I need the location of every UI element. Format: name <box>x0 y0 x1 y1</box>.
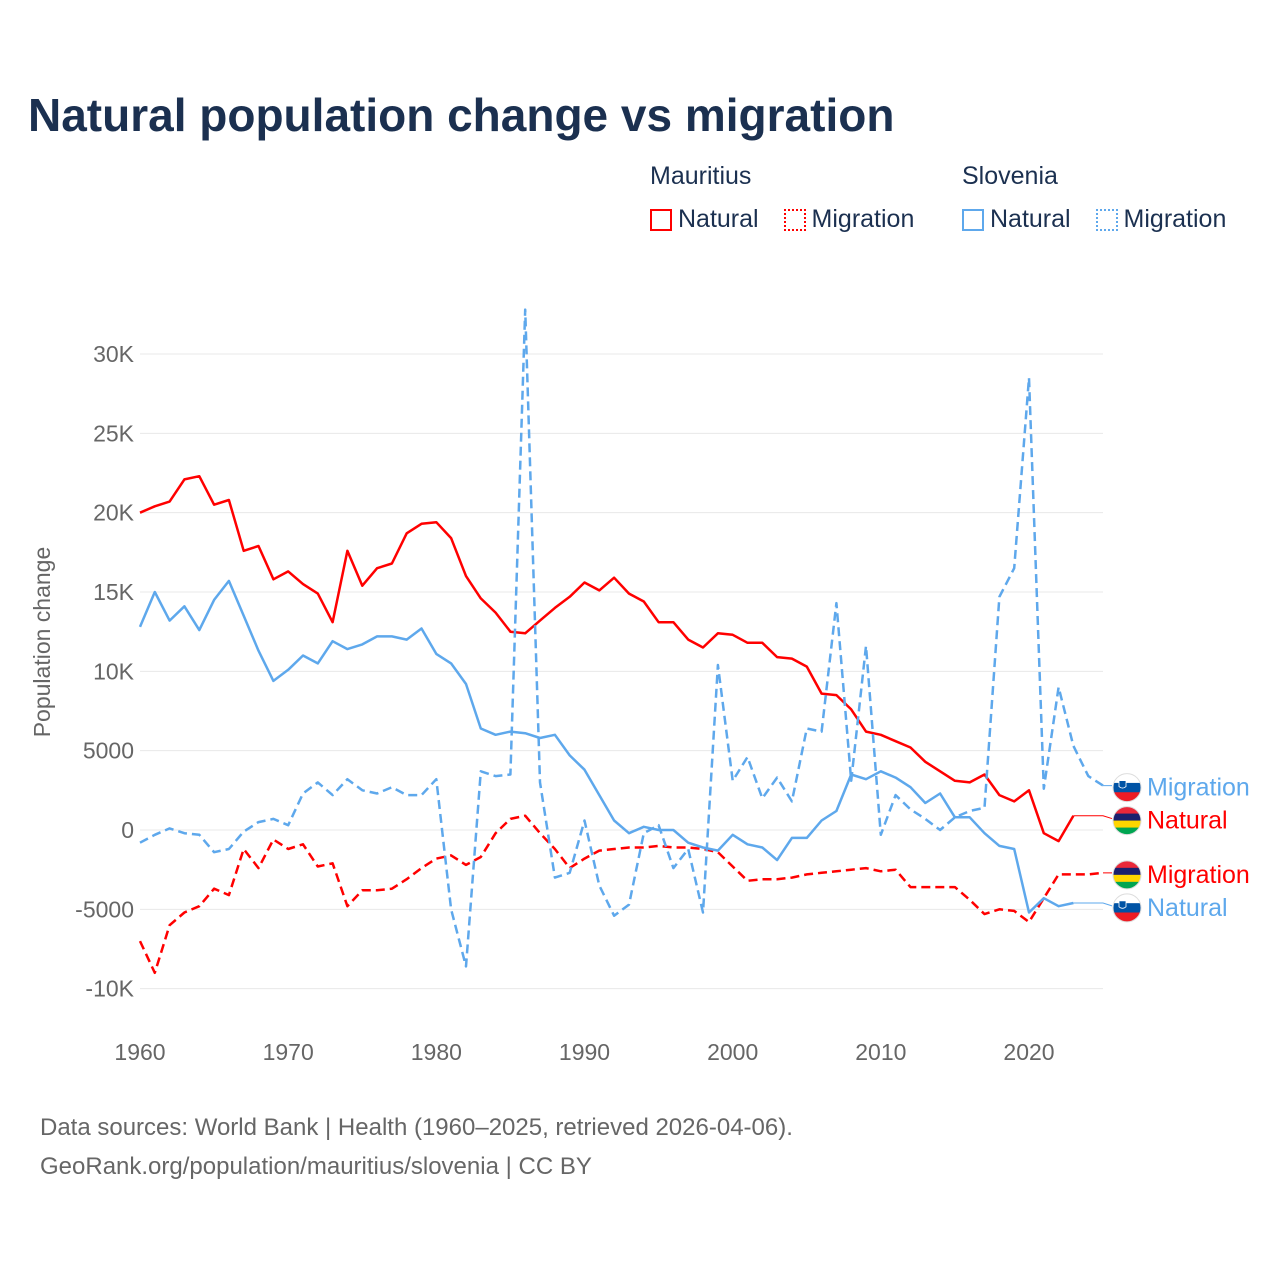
y-tick-label: -10K <box>85 976 134 1002</box>
flag-border <box>1112 806 1142 836</box>
legend-label: Migration <box>811 205 915 233</box>
flag-stripe <box>1113 773 1141 784</box>
legend-item-mauritius-natural[interactable]: Natural <box>650 205 759 234</box>
coat-of-arms-icon <box>1118 900 1127 909</box>
flag-stripe <box>1113 860 1141 869</box>
legend-label: Natural <box>990 205 1071 233</box>
leader-line <box>1073 815 1113 820</box>
source-line: Data sources: World Bank | Health (1960–… <box>40 1114 793 1141</box>
legend-label: Natural <box>678 205 759 233</box>
legend-mauritius: Mauritius Natural Migration <box>650 162 932 238</box>
flag-stripe <box>1113 893 1141 904</box>
flag-stripe <box>1113 881 1141 889</box>
y-tick-label: 10K <box>93 658 135 684</box>
leader-line <box>1073 902 1113 907</box>
y-tick-label: 0 <box>121 817 134 843</box>
series-end-label: Natural <box>1147 807 1228 835</box>
y-tick-label: 5000 <box>83 738 134 764</box>
legend-slovenia: Slovenia Natural Migration <box>962 162 1226 238</box>
y-tick-label: -5000 <box>75 896 134 922</box>
x-tick-label: 2020 <box>1003 1039 1054 1065</box>
flag-stripe <box>1113 813 1141 822</box>
slovenia-flag-icon <box>1112 773 1142 803</box>
legend-group-label: Slovenia <box>962 162 1058 190</box>
flag-stripe <box>1113 782 1141 793</box>
y-tick-label: 20K <box>93 500 135 526</box>
flag-border <box>1112 860 1142 890</box>
mauritius-flag-icon <box>1112 806 1142 836</box>
flag-border <box>1112 893 1142 923</box>
x-tick-label: 2000 <box>707 1039 758 1065</box>
dotted-line-swatch-icon <box>1095 208 1118 231</box>
legend-label: Migration <box>1123 205 1227 233</box>
dotted-line-swatch-icon <box>783 208 806 231</box>
y-tick-label: 30K <box>93 341 135 367</box>
x-tick-label: 1980 <box>411 1039 462 1065</box>
series-line-slovenia-migration <box>139 308 1104 968</box>
flag-stripe <box>1113 912 1141 922</box>
legend-item-slovenia-natural[interactable]: Natural <box>962 205 1071 234</box>
flag-stripe <box>1113 827 1141 835</box>
flag-stripe <box>1113 874 1141 883</box>
series-end-label: Migration <box>1147 774 1250 802</box>
slovenia-flag-icon <box>1112 893 1142 923</box>
legend-item-mauritius-migration[interactable]: Migration <box>783 205 915 234</box>
series-end-label: Natural <box>1147 894 1228 922</box>
flag-stripe <box>1113 867 1141 876</box>
series-end-label: Migration <box>1147 861 1250 889</box>
flag-stripe <box>1113 806 1141 815</box>
series-line-mauritius-natural <box>139 474 1075 843</box>
flag-stripe <box>1113 903 1141 914</box>
chart-title: Natural population change vs migration <box>28 89 895 141</box>
coat-of-arms-icon <box>1118 780 1127 789</box>
series-line-mauritius-migration <box>138 814 1104 975</box>
solid-line-swatch-icon <box>962 208 984 231</box>
flag-border <box>1112 773 1142 803</box>
y-tick-label: 25K <box>93 420 135 446</box>
solid-line-swatch-icon <box>650 208 672 231</box>
mauritius-flag-icon <box>1112 860 1142 890</box>
x-tick-label: 1990 <box>559 1039 610 1065</box>
flag-stripe <box>1113 820 1141 829</box>
x-tick-label: 1970 <box>263 1039 314 1065</box>
source-note: Data sources: World Bank | Health (1960–… <box>40 1108 793 1186</box>
flag-stripe <box>1113 792 1141 802</box>
legend-group-label: Mauritius <box>650 162 752 190</box>
y-tick-label: 15K <box>93 579 135 605</box>
x-tick-label: 2010 <box>855 1039 906 1065</box>
x-tick-label: 1960 <box>114 1039 165 1065</box>
source-link[interactable]: GeoRank.org/population/mauritius/sloveni… <box>40 1153 592 1180</box>
y-axis-label: Population change <box>29 547 55 738</box>
legend-item-slovenia-migration[interactable]: Migration <box>1095 205 1227 234</box>
series-line-slovenia-natural <box>138 579 1074 914</box>
